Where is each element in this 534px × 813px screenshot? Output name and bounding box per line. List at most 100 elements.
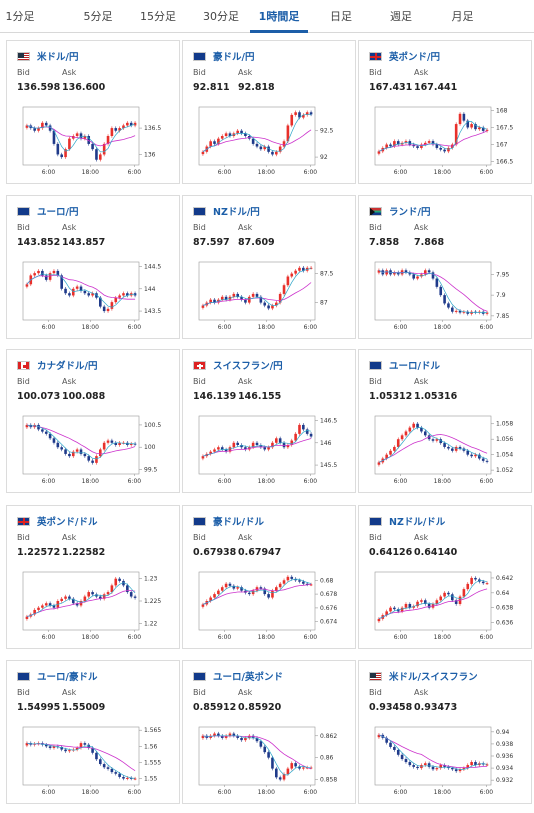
pair-name[interactable]: ユーロ/円 (37, 207, 79, 218)
mini-chart[interactable]: 100.5 100 99.5 6:00 18:00 6:00 (21, 412, 177, 486)
candle-body (251, 590, 255, 595)
x-tick-label: 6:00 (394, 789, 408, 796)
candle-body (423, 431, 427, 436)
tab-0[interactable]: 1分足 (5, 10, 35, 23)
pair-name[interactable]: 豪ドル/円 (213, 52, 255, 63)
mini-chart[interactable]: 1.23 1.225 1.22 6:00 18:00 6:00 (21, 568, 177, 642)
rate-card[interactable]: ユーロ/英ポンド Bid Ask 0.85912 0.85920 0.862 0.86 0.8… (182, 660, 356, 804)
rate-card[interactable]: 英ポンド/ドル Bid Ask 1.22572 1.22582 1.23 1.225 1.22… (6, 505, 180, 649)
bid-label: Bid (193, 223, 206, 232)
pair-name[interactable]: 米ドル/スイスフラン (389, 672, 478, 683)
pair-name[interactable]: 英ポンド/ドル (37, 517, 98, 528)
candle-body (236, 735, 239, 738)
plot-frame (22, 726, 140, 786)
tab-7[interactable]: 月足 (451, 10, 474, 23)
mini-chart[interactable]: 1.565 1.56 1.555 1.55 6:00 18:00 6:00 (21, 723, 177, 797)
candle-body (255, 143, 259, 147)
x-tick-label: 6:00 (128, 634, 142, 641)
rate-card[interactable]: 米ドル/スイスフラン Bid Ask 0.93458 0.93473 0.94 0.938 0… (358, 660, 532, 804)
candle-body (37, 424, 40, 430)
mini-chart[interactable]: 7.95 7.9 7.85 6:00 18:00 6:00 (373, 258, 529, 332)
mini-chart[interactable]: 1.058 1.056 1.054 1.052 6:00 18:00 6:00 (373, 412, 529, 486)
rate-card[interactable]: 英ポンド/円 Bid Ask 167.431 167.441 168 167.5 167 166… (358, 40, 532, 184)
rate-card[interactable]: カナダドル/円 Bid Ask 100.073 100.088 100.5 100 99.5 6… (6, 349, 180, 493)
tab-2[interactable]: 15分足 (140, 10, 176, 23)
candle-body (259, 587, 263, 589)
candle-body (435, 278, 439, 287)
tab-6[interactable]: 週足 (390, 10, 412, 23)
mini-chart[interactable]: 87.5 87 6:00 18:00 6:00 (197, 258, 353, 332)
pair-name[interactable]: ユーロ/豪ドル (37, 672, 98, 683)
candle-body (224, 583, 228, 588)
candle-body (481, 458, 485, 461)
rate-card[interactable]: NZドル/ドル Bid Ask 0.64126 0.64140 0.642 0.64 0.63… (358, 505, 532, 649)
mini-chart[interactable]: 168 167.5 167 166.5 6:00 18:00 6:00 (373, 103, 529, 177)
candle-body (298, 580, 301, 582)
tab-5[interactable]: 日足 (330, 10, 352, 23)
candle-body (64, 449, 67, 454)
bid-label: Bid (193, 533, 206, 542)
plot-frame (374, 726, 492, 786)
mini-chart[interactable]: 146.5 146 145.5 6:00 18:00 6:00 (197, 412, 353, 486)
pair-name[interactable]: ユーロ/英ポンド (213, 672, 283, 683)
au-flag-icon (193, 51, 206, 61)
candle-body (290, 273, 294, 277)
pair-name[interactable]: 米ドル/円 (37, 52, 79, 63)
candle-body (213, 449, 216, 452)
candle-body (278, 293, 282, 303)
pair-name[interactable]: NZドル/ドル (389, 517, 446, 528)
mini-chart[interactable]: 136.5 136 6:00 18:00 6:00 (21, 103, 177, 177)
candle-body (447, 303, 450, 308)
candle-body (474, 124, 477, 130)
candle-body (420, 274, 423, 277)
mini-chart[interactable]: 0.94 0.938 0.936 0.934 0.932 6:00 18:00 6:00 (373, 723, 529, 797)
pair-name[interactable]: カナダドル/円 (37, 361, 98, 372)
candle-body (389, 450, 392, 455)
rate-card[interactable]: スイスフラン/円 Bid Ask 146.139 146.155 146.5 146 145.… (182, 349, 356, 493)
candle-body (71, 598, 75, 604)
mini-chart[interactable]: 0.68 0.678 0.676 0.674 6:00 18:00 6:00 (197, 568, 353, 642)
candle-body (275, 587, 278, 591)
tab-1[interactable]: 5分足 (83, 10, 113, 23)
card-header: ランド/円 (369, 204, 430, 218)
pair-name[interactable]: 英ポンド/円 (389, 52, 440, 63)
tab-4[interactable]: 1時間足 (250, 0, 308, 33)
y-tick-label: 144.5 (144, 263, 161, 270)
pair-name[interactable]: ユーロ/ドル (389, 361, 440, 372)
pair-name[interactable]: NZドル/円 (213, 207, 260, 218)
plot-frame (198, 261, 316, 321)
rate-card[interactable]: ランド/円 Bid Ask 7.858 7.868 7.95 7.9 7.85 6:00 18:0… (358, 195, 532, 339)
rate-card[interactable]: ユーロ/円 Bid Ask 143.852 143.857 144.5 144 143.5 6:… (6, 195, 180, 339)
candle-body (118, 578, 121, 581)
y-tick-label: 99.5 (144, 467, 158, 474)
pair-name[interactable]: ランド/円 (389, 207, 431, 218)
mini-chart[interactable]: 0.862 0.86 0.858 6:00 18:00 6:00 (197, 723, 353, 797)
rate-card[interactable]: 米ドル/円 Bid Ask 136.598 136.600 136.5 136 6:00 18:… (6, 40, 180, 184)
candle-body (259, 741, 263, 747)
candle-body (75, 747, 79, 750)
mini-chart[interactable]: 92.5 92 6:00 18:00 6:00 (197, 103, 353, 177)
candle-body (458, 113, 462, 125)
mini-chart[interactable]: 144.5 144 143.5 6:00 18:00 6:00 (21, 258, 177, 332)
rate-card[interactable]: NZドル/円 Bid Ask 87.597 87.609 87.5 87 6:00 18:00 6… (182, 195, 356, 339)
pair-name[interactable]: スイスフラン/円 (213, 361, 283, 372)
candle-body (393, 607, 396, 610)
ch-flag-icon (193, 360, 206, 370)
mini-chart[interactable]: 0.642 0.64 0.638 0.636 6:00 18:00 6:00 (373, 568, 529, 642)
x-tick-label: 18:00 (434, 169, 451, 176)
rate-card[interactable]: 豪ドル/円 Bid Ask 92.811 92.818 92.5 92 6:00 18:00 6:… (182, 40, 356, 184)
y-tick-label: 92.5 (320, 128, 334, 135)
candle-body (290, 763, 294, 769)
pair-name[interactable]: 豪ドル/ドル (213, 517, 264, 528)
candle-body (435, 439, 439, 441)
rate-card[interactable]: ユーロ/ドル Bid Ask 1.05312 1.05316 1.058 1.056 1.05… (358, 349, 532, 493)
candle-body (259, 445, 263, 448)
candle-body (209, 141, 212, 147)
ma-short-line (202, 113, 312, 153)
y-tick-label: 100 (144, 444, 156, 451)
rate-card[interactable]: 豪ドル/ドル Bid Ask 0.67938 0.67947 0.68 0.678 0.676… (182, 505, 356, 649)
candle-body (259, 296, 263, 303)
tab-3[interactable]: 30分足 (203, 10, 239, 23)
rate-card[interactable]: ユーロ/豪ドル Bid Ask 1.54995 1.55009 1.565 1.56 1.55… (6, 660, 180, 804)
